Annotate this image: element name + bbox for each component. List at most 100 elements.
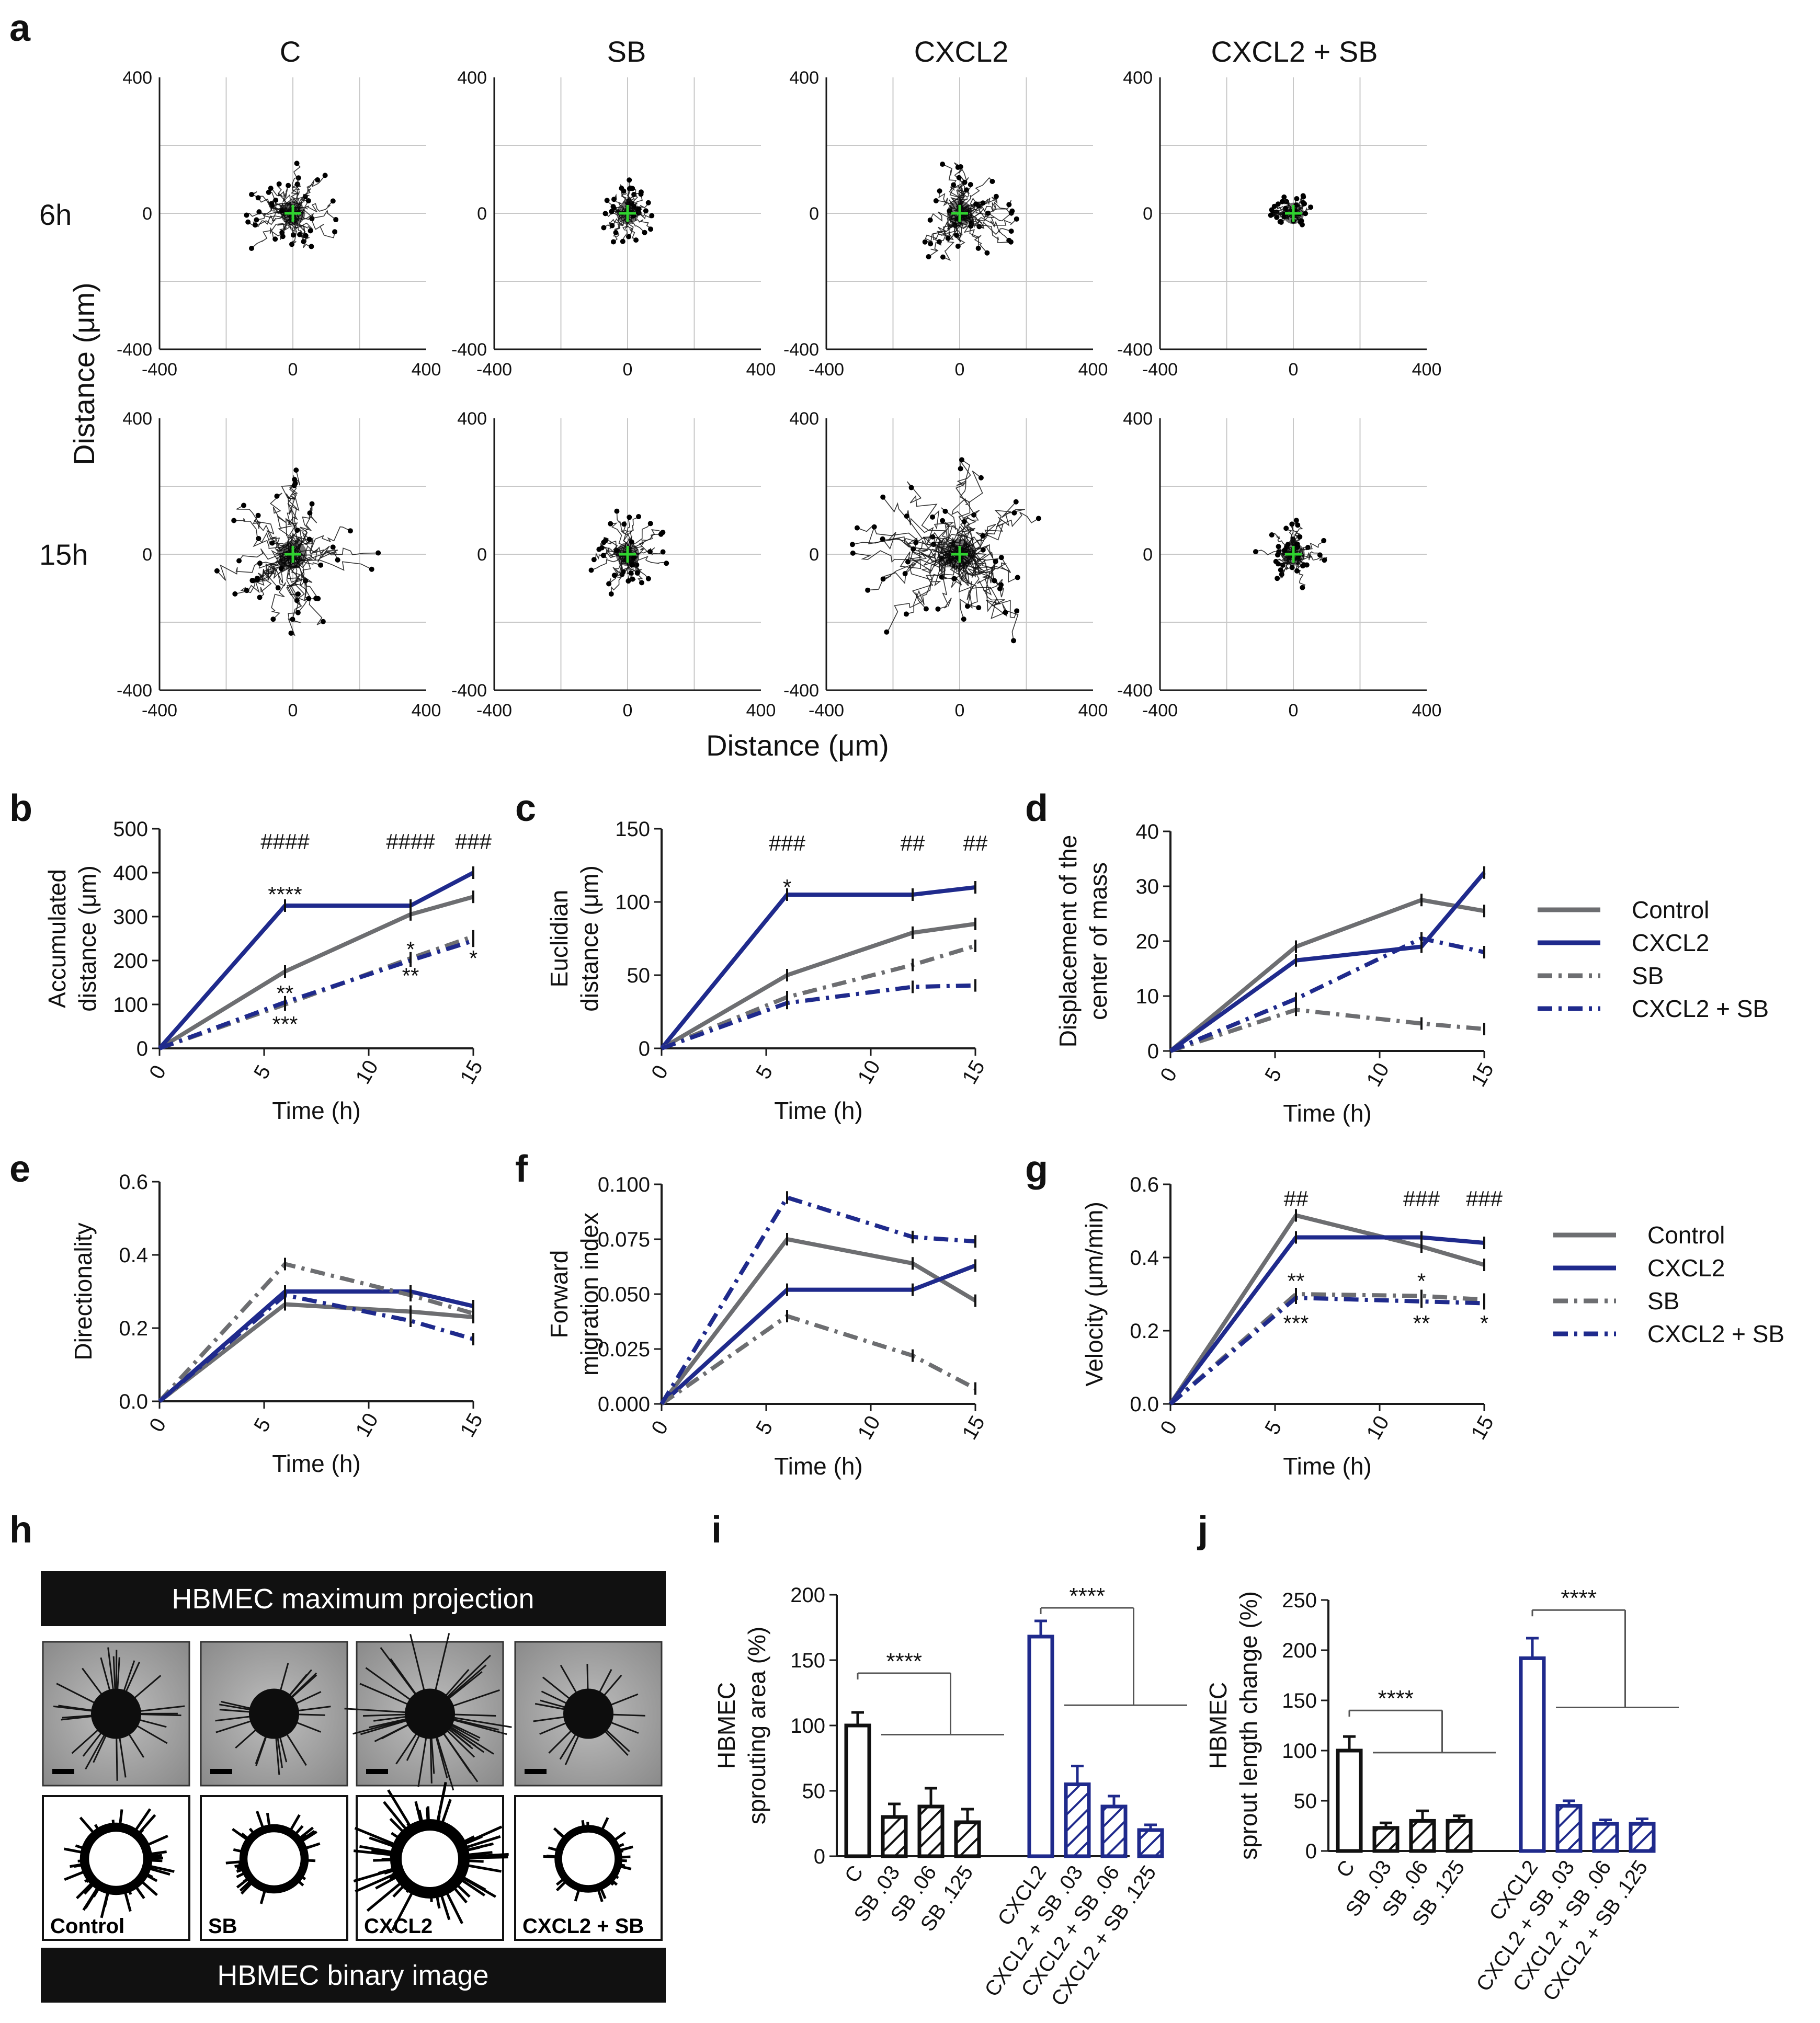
track-endpoint (930, 514, 936, 520)
track-endpoint (252, 222, 258, 228)
y-tick-label: 0 (142, 204, 152, 224)
track-endpoint (214, 568, 220, 574)
track-endpoint (257, 595, 263, 600)
track-endpoint (975, 245, 981, 251)
panel-letter-j: j (1197, 1509, 1208, 1551)
x-axis-label: Time (h) (1283, 1453, 1372, 1480)
y-tick-label: 0.000 (598, 1393, 650, 1416)
track-endpoint (636, 513, 642, 519)
y-tick-label: 0.025 (598, 1338, 650, 1361)
track-endpoint (241, 502, 247, 508)
series-line-cxcl2 (659, 885, 976, 1050)
track-endpoint (1297, 534, 1303, 540)
y-tick-label: 10 (1136, 985, 1159, 1008)
track-endpoint (606, 581, 612, 587)
track-endpoint (1015, 575, 1020, 580)
col-title-sb: SB (607, 35, 646, 68)
y-tick-label: -400 (783, 681, 819, 701)
y-tick-label: 0 (1147, 1040, 1159, 1063)
track-endpoint (649, 213, 655, 219)
track-endpoint (933, 198, 939, 204)
significance-label: ### (769, 831, 806, 855)
y-tick-label: 0 (1305, 1840, 1317, 1863)
binary-sprout (298, 1830, 316, 1843)
binary-sprout (375, 1873, 401, 1890)
chart-b-accumulated-distance: 0 100 200 300 400 500 0 5 10 15 Time (h) Accumulate… (43, 818, 492, 1124)
binary-sprout (259, 1888, 267, 1904)
x-tick-label: -400 (142, 360, 177, 380)
legend-label: Control (1632, 896, 1709, 923)
track-endpoint (942, 508, 948, 514)
binary-sprout (103, 1889, 110, 1907)
significance-label: **** (886, 1649, 923, 1674)
track-endpoint (1283, 525, 1289, 531)
track-endpoint (1008, 239, 1014, 245)
track-endpoint (322, 173, 328, 178)
track-endpoint (984, 250, 990, 256)
track-endpoint (295, 610, 301, 615)
track-endpoint (968, 182, 973, 188)
binary-sprout (353, 1867, 398, 1883)
track-endpoint (292, 476, 298, 482)
track-endpoint (998, 555, 1004, 561)
binary-sprout (436, 1815, 441, 1826)
x-tick-label: 15 (958, 1412, 989, 1444)
track-endpoint (630, 576, 635, 582)
track-endpoint (1281, 194, 1287, 200)
track-endpoint (1275, 576, 1280, 581)
series-line-control (1169, 898, 1485, 1053)
binary-sprout (618, 1863, 625, 1867)
cell-track (958, 553, 1006, 619)
track-endpoint (1278, 567, 1283, 573)
track-endpoint (1321, 538, 1327, 543)
chart-c-euclidian-distance: 0 50 100 150 0 5 10 15 Time (h) Euclidian distance… (545, 818, 989, 1124)
legend-label: Control (1647, 1221, 1725, 1249)
bar-cxcl2-sb-125 (1629, 1822, 1656, 1853)
track-endpoint (1014, 216, 1019, 222)
x-tick-label: -400 (1142, 701, 1178, 721)
track-endpoint (850, 550, 856, 556)
track-endpoint (961, 616, 966, 622)
bar-cxcl2-sb-06 (1592, 1822, 1619, 1853)
binary-sprout (147, 1854, 162, 1858)
row-label-6h: 6h (39, 198, 72, 231)
binary-sprout (389, 1818, 407, 1836)
bar-cxcl2-sb-03 (1555, 1804, 1583, 1853)
y-tick-label: 0 (477, 545, 487, 565)
significance-label: **** (268, 882, 302, 907)
track-endpoint (643, 208, 649, 214)
binary-sprout (127, 1887, 132, 1895)
scale-bar (366, 1769, 388, 1774)
binary-sprout (123, 1889, 132, 1912)
bar-cxcl2-sb-125 (1137, 1828, 1164, 1858)
track-endpoint (880, 576, 886, 582)
y-tick-label: 100 (790, 1715, 825, 1738)
track-endpoint (245, 219, 251, 225)
series-line-control (158, 1302, 474, 1403)
binary-sprout (463, 1856, 508, 1860)
y-tick-label: -400 (117, 340, 152, 360)
track-endpoint (638, 189, 644, 195)
binary-sprout (236, 1865, 245, 1870)
track-endpoint (660, 549, 666, 555)
chart-e-directionality: 0.0 0.2 0.4 0.6 0 5 10 15 Time (h) Directionality (70, 1171, 487, 1477)
track-endpoint (940, 254, 946, 260)
track-endpoint (978, 475, 984, 481)
x-tick-label: 5 (752, 1061, 777, 1083)
x-axis-label: Time (h) (272, 1450, 361, 1477)
track-endpoint (620, 238, 625, 244)
binary-sprout (414, 1801, 423, 1826)
chart-g-velocity: 0.0 0.2 0.4 0.6 0 5 10 15 Time (h) Velocity (μm/m… (1080, 1173, 1503, 1480)
binary-sprout (463, 1863, 502, 1873)
binary-sprout (443, 1889, 464, 1924)
track-endpoint (315, 596, 321, 601)
binary-sprout (139, 1879, 158, 1896)
track-endpoint (633, 237, 639, 243)
y-tick-label: -400 (1117, 681, 1153, 701)
track-endpoint (647, 521, 653, 527)
y-axis-label: Forward (545, 1250, 573, 1339)
track-endpoint (908, 485, 914, 490)
track-plot-15h-3: 400 0 -400-400 0 400 (783, 409, 1108, 721)
track-endpoint (923, 606, 929, 612)
series-line-cxcl2-sb (158, 1293, 474, 1403)
